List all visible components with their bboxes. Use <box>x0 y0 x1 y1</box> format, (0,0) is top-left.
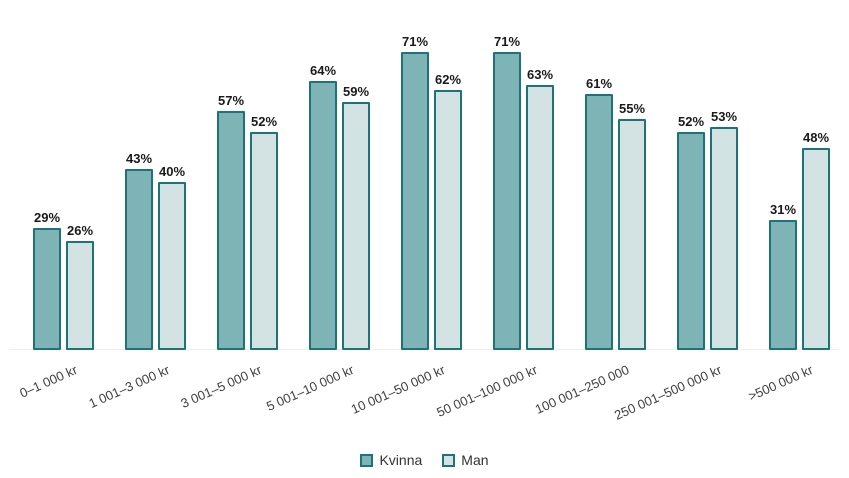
value-label: 71% <box>401 34 429 49</box>
value-label: 48% <box>802 130 830 145</box>
value-label: 63% <box>526 67 554 82</box>
bar-kvinna: 52% <box>677 114 705 350</box>
legend-item-kvinna[interactable]: Kvinna <box>360 452 422 468</box>
value-label: 43% <box>125 151 153 166</box>
value-label: 26% <box>66 223 94 238</box>
value-label: 71% <box>493 34 521 49</box>
bar-group: 43% 40% 1 001–3 000 kr <box>86 0 186 411</box>
bar-kvinna: 31% <box>769 202 797 350</box>
bar-kvinna: 71% <box>401 34 429 350</box>
value-label: 55% <box>618 101 646 116</box>
x-axis-label: 3 001–5 000 kr <box>178 362 264 411</box>
value-label: 29% <box>33 210 61 225</box>
plot-area: 29% 26% 0–1 000 kr 43% 40% 1 001–3 000 kr 57% 5… <box>10 0 838 423</box>
x-axis-label: 1 001–3 000 kr <box>86 362 172 411</box>
value-label: 62% <box>434 72 462 87</box>
bar-man: 55% <box>618 101 646 350</box>
kvinna-swatch-icon <box>360 453 374 467</box>
legend: Kvinna Man <box>0 452 849 468</box>
bar-man: 59% <box>342 84 370 350</box>
value-label: 31% <box>769 202 797 217</box>
bar-man: 63% <box>526 67 554 350</box>
bar-man: 40% <box>158 164 186 350</box>
bar-group: 61% 55% 100 001–250 000 <box>533 0 646 417</box>
value-label: 53% <box>710 109 738 124</box>
x-axis-label: >500 000 kr <box>746 362 816 404</box>
bar-man: 52% <box>250 114 278 350</box>
bar-man: 62% <box>434 72 462 350</box>
value-label: 61% <box>585 76 613 91</box>
bar-group: 71% 62% 10 001–50 000 kr <box>349 0 462 417</box>
value-label: 57% <box>217 93 245 108</box>
bar-group: 57% 52% 3 001–5 000 kr <box>178 0 278 411</box>
bar-groups: 29% 26% 0–1 000 kr 43% 40% 1 001–3 000 kr 57% 5… <box>17 0 830 423</box>
value-label: 64% <box>309 63 337 78</box>
man-swatch-icon <box>442 453 456 467</box>
value-label: 52% <box>677 114 705 129</box>
legend-label-man: Man <box>461 452 489 468</box>
bar-kvinna: 57% <box>217 93 245 350</box>
bar-man: 26% <box>66 223 94 350</box>
legend-item-man[interactable]: Man <box>442 452 489 468</box>
x-axis-label: 10 001–50 000 kr <box>349 362 448 417</box>
bar-group: 64% 59% 5 001–10 000 kr <box>264 0 370 414</box>
bar-kvinna: 43% <box>125 151 153 350</box>
value-label: 52% <box>250 114 278 129</box>
bar-kvinna: 64% <box>309 63 337 350</box>
x-axis-label: 5 001–10 000 kr <box>263 362 356 414</box>
bar-group: 29% 26% 0–1 000 kr <box>17 0 94 401</box>
bar-kvinna: 71% <box>493 34 521 350</box>
value-label: 40% <box>158 164 186 179</box>
legend-label-kvinna: Kvinna <box>379 452 423 468</box>
x-axis-label: 0–1 000 kr <box>17 362 80 401</box>
bar-group: 31% 48% >500 000 kr <box>746 0 830 404</box>
x-axis-label: 50 001–100 000 kr <box>434 362 540 420</box>
bar-kvinna: 29% <box>33 210 61 350</box>
value-label: 59% <box>342 84 370 99</box>
bar-group: 52% 53% 250 001–500 000 kr <box>612 0 738 423</box>
bar-man: 48% <box>802 130 830 350</box>
bar-man: 53% <box>710 109 738 350</box>
bar-kvinna: 61% <box>585 76 613 350</box>
bar-group: 71% 63% 50 001–100 000 kr <box>434 0 554 420</box>
